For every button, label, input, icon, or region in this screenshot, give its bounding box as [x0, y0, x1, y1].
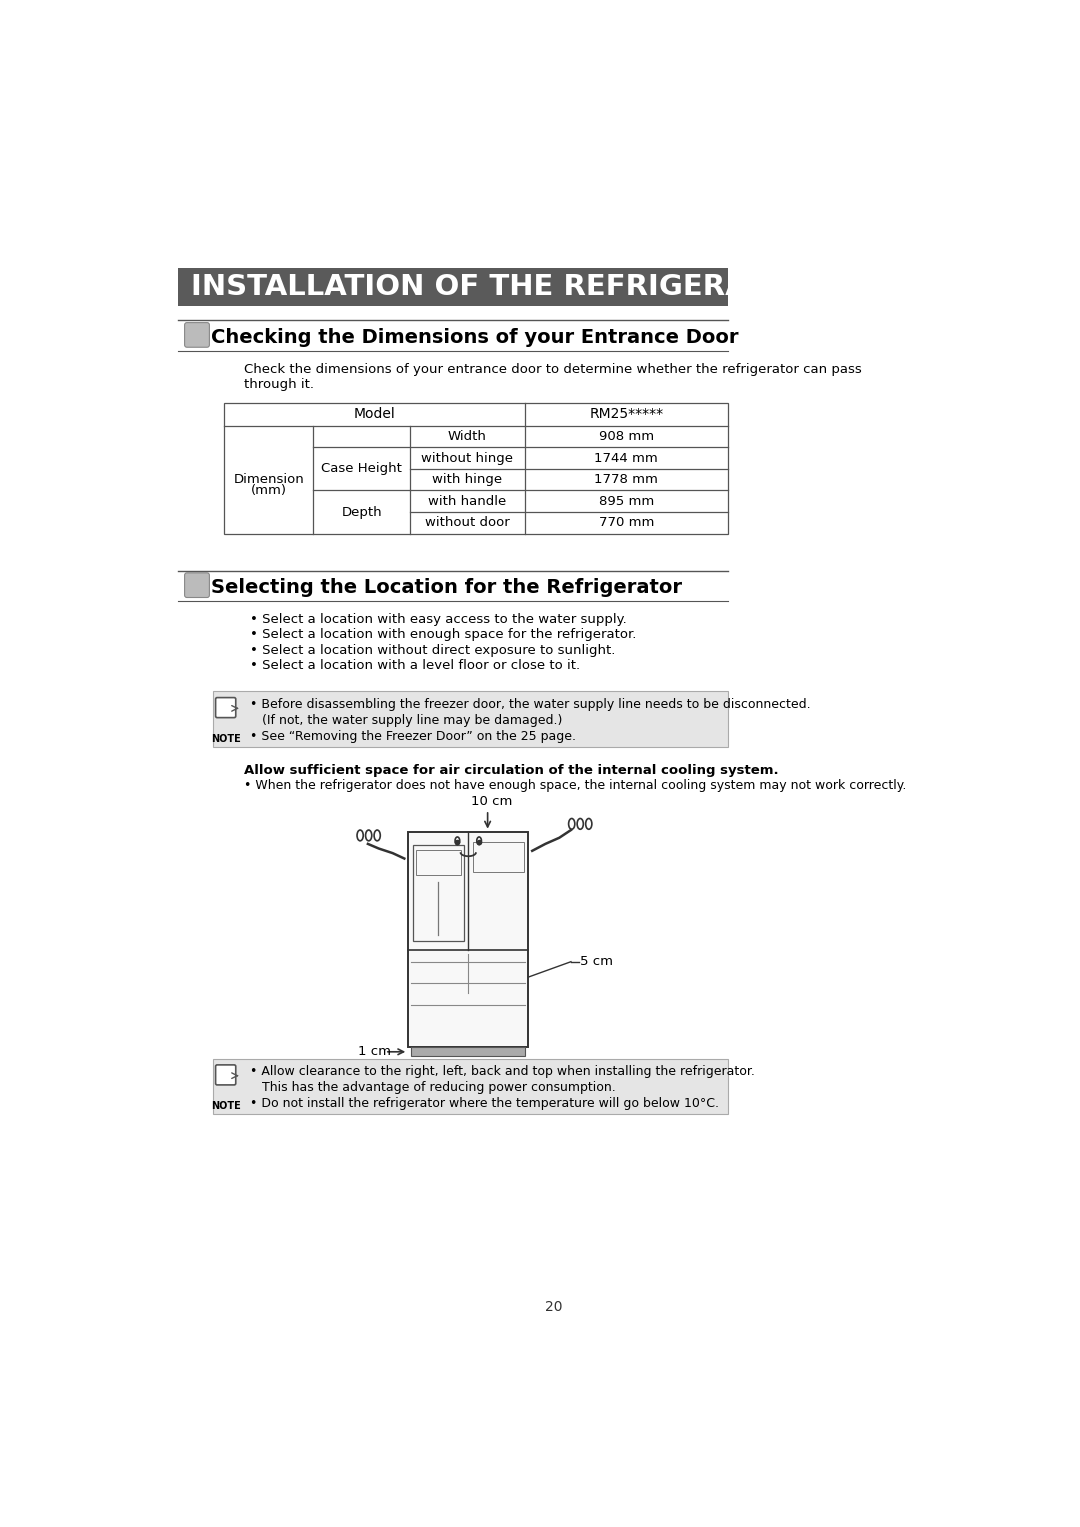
Text: This has the advantage of reducing power consumption.: This has the advantage of reducing power…: [249, 1081, 616, 1093]
Text: INSTALLATION OF THE REFRIGERATOR: INSTALLATION OF THE REFRIGERATOR: [191, 273, 812, 301]
Text: NOTE: NOTE: [212, 734, 241, 744]
Text: • Select a location without direct exposure to sunlight.: • Select a location without direct expos…: [249, 644, 616, 657]
Text: Checking the Dimensions of your Entrance Door: Checking the Dimensions of your Entrance…: [211, 328, 739, 347]
Text: with hinge: with hinge: [432, 473, 502, 486]
Text: (If not, the water supply line may be damaged.): (If not, the water supply line may be da…: [249, 713, 562, 727]
Bar: [408, 832, 528, 1048]
Text: 908 mm: 908 mm: [598, 431, 653, 443]
Text: • Before disassembling the freezer door, the water supply line needs to be disco: • Before disassembling the freezer door,…: [249, 698, 810, 710]
Text: Check the dimensions of your entrance door to determine whether the refrigerator: Check the dimensions of your entrance do…: [243, 362, 861, 376]
Text: Allow sufficient space for air circulation of the internal cooling system.: Allow sufficient space for air circulati…: [243, 764, 778, 777]
Bar: [177, 267, 728, 307]
Text: • See “Removing the Freezer Door” on the 25 page.: • See “Removing the Freezer Door” on the…: [249, 730, 576, 744]
Ellipse shape: [455, 837, 460, 844]
Ellipse shape: [357, 831, 363, 841]
Text: (mm): (mm): [251, 484, 286, 496]
Ellipse shape: [577, 818, 583, 829]
Text: • Allow clearance to the right, left, back and top when installing the refrigera: • Allow clearance to the right, left, ba…: [249, 1064, 755, 1078]
Ellipse shape: [585, 818, 592, 829]
Bar: [213, 692, 728, 747]
Text: • Select a location with easy access to the water supply.: • Select a location with easy access to …: [249, 612, 626, 626]
Text: with handle: with handle: [429, 495, 507, 508]
Ellipse shape: [374, 831, 380, 841]
Text: NOTE: NOTE: [212, 1101, 241, 1112]
FancyBboxPatch shape: [185, 322, 210, 347]
Text: 5 cm: 5 cm: [580, 956, 613, 968]
FancyBboxPatch shape: [185, 573, 210, 597]
Text: 770 mm: 770 mm: [598, 516, 654, 530]
Text: without door: without door: [426, 516, 510, 530]
Text: Selecting the Location for the Refrigerator: Selecting the Location for the Refrigera…: [211, 579, 681, 597]
FancyBboxPatch shape: [216, 698, 235, 718]
Text: 10 cm: 10 cm: [471, 796, 512, 808]
Text: Case Height: Case Height: [321, 463, 402, 475]
Text: • Select a location with enough space for the refrigerator.: • Select a location with enough space fo…: [249, 628, 636, 641]
Text: • Do not install the refrigerator where the temperature will go below 10°C.: • Do not install the refrigerator where …: [249, 1098, 718, 1110]
Text: Width: Width: [448, 431, 487, 443]
Text: RM25*****: RM25*****: [590, 408, 663, 421]
Ellipse shape: [568, 818, 575, 829]
Text: Dimension: Dimension: [233, 473, 305, 486]
Text: through it.: through it.: [243, 379, 313, 391]
Bar: [473, 843, 524, 872]
Bar: [413, 846, 463, 941]
Text: 1778 mm: 1778 mm: [594, 473, 659, 486]
Ellipse shape: [365, 831, 372, 841]
Text: Depth: Depth: [341, 505, 382, 519]
Text: 895 mm: 895 mm: [598, 495, 654, 508]
Text: 1744 mm: 1744 mm: [594, 452, 658, 464]
Bar: [411, 1048, 525, 1057]
Bar: [213, 1058, 728, 1115]
FancyBboxPatch shape: [216, 1064, 235, 1084]
Bar: [225, 403, 728, 533]
Text: Model: Model: [353, 408, 395, 421]
Text: • When the refrigerator does not have enough space, the internal cooling system : • When the refrigerator does not have en…: [243, 779, 906, 793]
Bar: [416, 851, 460, 875]
Text: without hinge: without hinge: [421, 452, 513, 464]
Ellipse shape: [476, 837, 482, 844]
Text: 1 cm: 1 cm: [357, 1046, 391, 1058]
Text: • Select a location with a level floor or close to it.: • Select a location with a level floor o…: [249, 660, 580, 672]
Text: 20: 20: [544, 1301, 563, 1315]
